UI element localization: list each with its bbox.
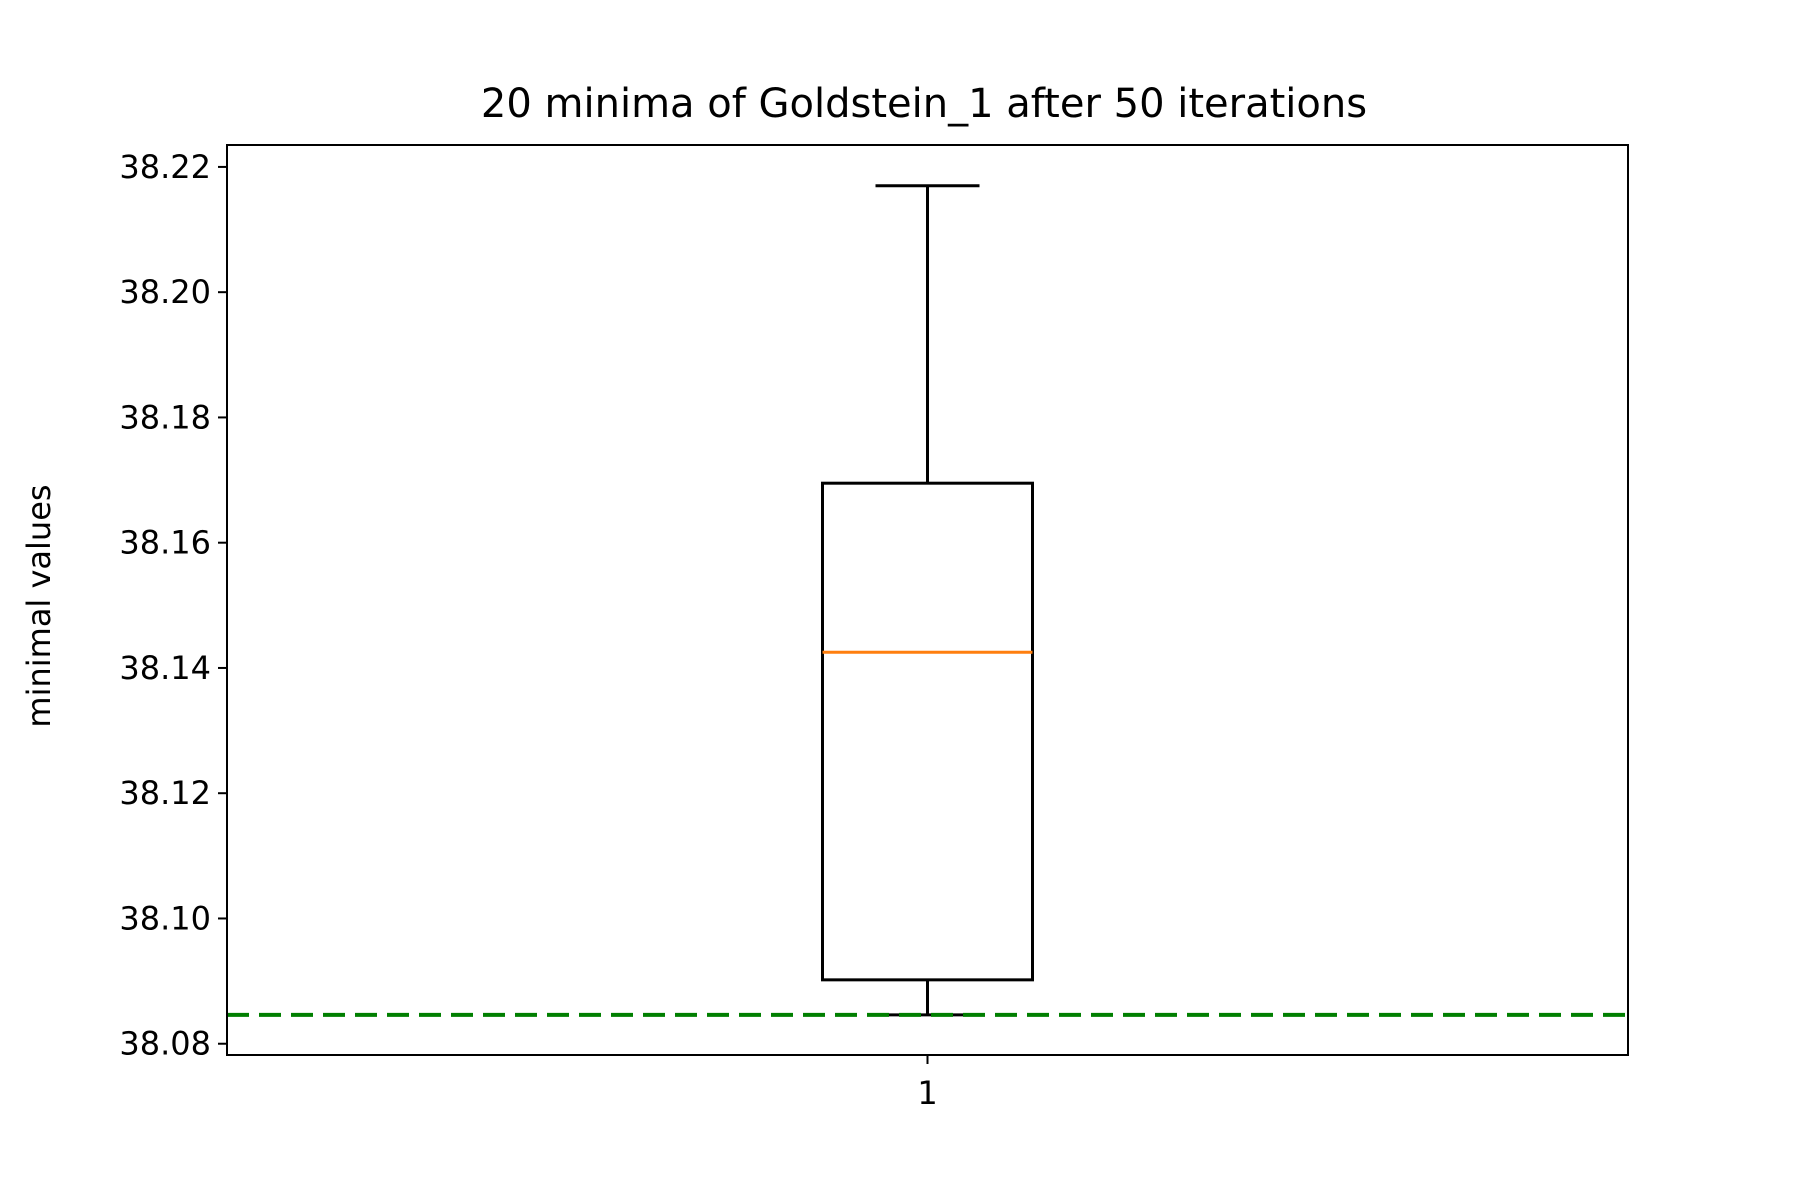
y-axis-label: minimal values — [20, 484, 58, 727]
y-tick-label: 38.18 — [119, 398, 211, 436]
y-tick-label: 38.14 — [119, 649, 211, 687]
axes-frame — [226, 144, 1629, 1056]
y-tick-label: 38.22 — [119, 148, 211, 186]
x-tick-label: 1 — [917, 1074, 937, 1112]
plot-area — [227, 184, 1628, 1017]
chart-title: 20 minima of Goldstein_1 after 50 iterat… — [481, 81, 1367, 127]
y-tick-label: 38.12 — [119, 774, 211, 812]
y-tick-label: 38.16 — [119, 524, 211, 562]
box-iqr — [821, 481, 1034, 982]
y-tick-label: 38.10 — [119, 899, 211, 937]
x-axis-ticks: 1 — [917, 1055, 938, 1112]
y-tick-label: 38.08 — [119, 1025, 211, 1063]
y-tick-label: 38.20 — [119, 273, 211, 311]
y-axis-ticks: 38.08 38.10 38.12 38.14 38.16 38.18 38.20 38.22 — [119, 148, 227, 1063]
